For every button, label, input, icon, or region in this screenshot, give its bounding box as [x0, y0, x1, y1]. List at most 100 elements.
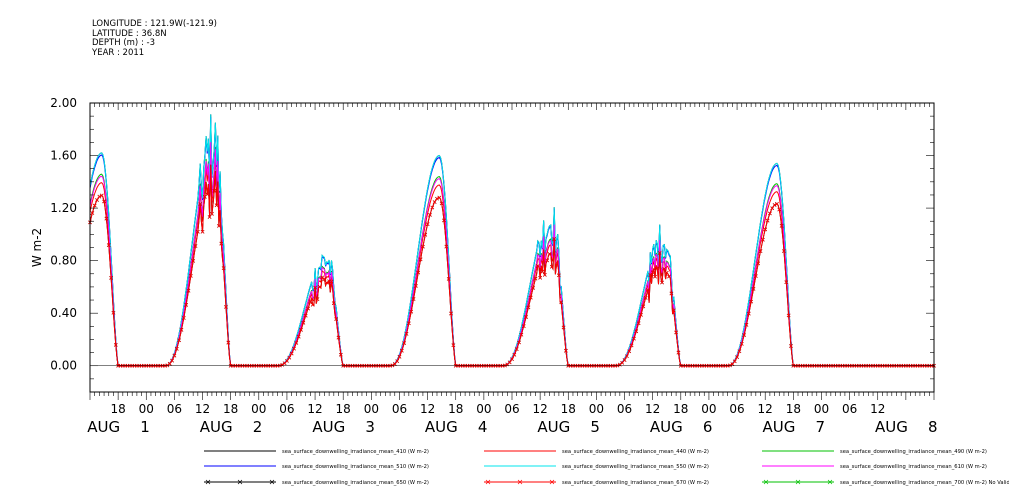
series-marker [632, 336, 636, 341]
series-marker [334, 317, 339, 321]
series-marker [308, 299, 313, 304]
series-marker [329, 279, 334, 284]
x-hour-tick-label: 00 [364, 402, 379, 416]
series-marker [395, 359, 399, 364]
series-marker [90, 211, 95, 215]
series-marker [336, 335, 341, 340]
legend-label: sea_surface_downwelling_irradiance_mean_… [282, 480, 429, 486]
y-tick-label: 2.00 [50, 96, 77, 110]
series-marker [174, 347, 179, 351]
x-date-month-label: AUG [762, 418, 795, 436]
series-marker [411, 297, 416, 301]
y-tick-label: 0.00 [50, 359, 77, 373]
series-marker [622, 358, 627, 362]
legend-marker [795, 479, 801, 485]
series-marker [554, 263, 559, 267]
series-marker [775, 202, 779, 206]
series-marker [756, 261, 761, 266]
x-date-month-label: AUG [200, 418, 233, 436]
series-marker [109, 276, 113, 280]
series-marker [650, 270, 655, 275]
series-marker [768, 211, 772, 216]
series-marker [303, 313, 308, 318]
series-marker [533, 276, 538, 281]
x-date-day-label: 4 [478, 418, 488, 436]
series-marker [524, 315, 528, 319]
series-marker [639, 313, 643, 317]
series-marker [320, 275, 324, 280]
series-marker [763, 227, 768, 232]
depth-line: DEPTH (m) : -3 [92, 38, 155, 48]
series-marker [749, 299, 753, 304]
series-marker [629, 343, 634, 348]
x-hour-tick-label: 12 [870, 402, 885, 416]
series-marker [177, 338, 181, 343]
series-marker [287, 355, 292, 360]
legend-marker [549, 479, 555, 485]
series-marker [184, 303, 188, 307]
x-hour-tick-label: 18 [673, 402, 688, 416]
longitude-line: LONGITUDE : 121.9W(-121.9) [92, 19, 217, 29]
series-marker [512, 352, 517, 357]
x-hour-tick-label: 00 [251, 402, 266, 416]
series-marker [510, 357, 514, 362]
x-hour-tick-label: 12 [645, 402, 660, 416]
legend-label: sea_surface_downwelling_irradiance_mean_… [562, 449, 709, 455]
series-marker [653, 274, 657, 279]
axes: 2.001.601.200.800.400.00W m-218 00 06 12 18 0… [30, 96, 938, 436]
series-marker [188, 274, 193, 278]
series-marker [428, 213, 432, 217]
x-hour-tick-label: 06 [504, 402, 519, 416]
series-marker [198, 202, 203, 206]
series-marker [777, 207, 782, 212]
series-marker [444, 244, 449, 249]
series-marker [514, 347, 519, 352]
series-marker [540, 269, 545, 274]
x-date-day-label: 6 [703, 418, 713, 436]
series-marker [782, 249, 786, 253]
series-marker [753, 274, 758, 278]
series-marker [301, 320, 306, 325]
x-date-day-label: 2 [253, 418, 263, 436]
series-marker [324, 280, 329, 285]
series-marker [634, 329, 639, 334]
series-marker [559, 300, 564, 305]
x-hour-tick-label: 00 [589, 402, 604, 416]
series-marker [625, 354, 629, 359]
x-date-day-label: 1 [140, 418, 150, 436]
series-marker [226, 340, 231, 345]
series-marker [313, 285, 317, 290]
series-marker [439, 201, 444, 206]
series-marker [167, 361, 172, 366]
series-marker [310, 302, 315, 307]
series-marker [296, 334, 301, 339]
legend-marker [485, 479, 491, 485]
series-marker [664, 270, 669, 275]
series-marker [735, 355, 739, 359]
series-marker [219, 241, 224, 246]
legend-label: sea_surface_downwelling_irradiance_mean_… [840, 449, 987, 455]
legend-marker [269, 479, 275, 485]
series-marker [339, 352, 343, 357]
series-marker [285, 359, 289, 363]
series-marker [765, 218, 770, 223]
x-date-day-label: 8 [928, 418, 938, 436]
x-date-month-label: AUG [87, 418, 120, 436]
series-marker [531, 286, 535, 290]
year-line: YEAR : 2011 [92, 47, 145, 58]
series-marker [409, 309, 414, 314]
series-marker [667, 274, 671, 279]
series-marker [446, 277, 451, 281]
metadata-header: LONGITUDE : 121.9W(-121.9) LATITUDE : 36… [92, 19, 217, 58]
series-marker [789, 344, 793, 348]
series-marker [195, 229, 200, 234]
x-hour-tick-label: 06 [729, 402, 744, 416]
series-marker [95, 198, 99, 202]
series-marker [111, 310, 116, 315]
x-hour-tick-label: 18 [336, 402, 351, 416]
y-tick-label: 0.40 [50, 306, 77, 320]
series-marker [552, 237, 557, 241]
series-marker [779, 224, 784, 228]
x-hour-tick-label: 12 [758, 402, 773, 416]
